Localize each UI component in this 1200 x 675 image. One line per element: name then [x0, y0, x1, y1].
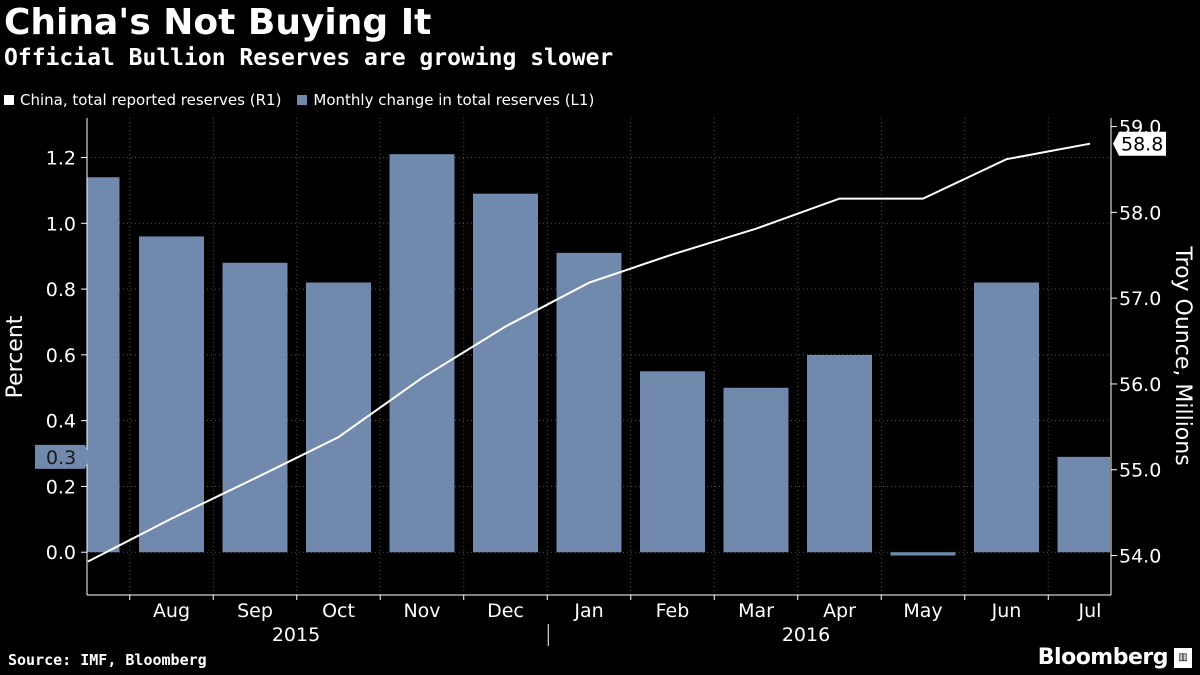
left-tick-label: 0.8	[46, 279, 76, 301]
left-last-value-badge	[35, 444, 90, 469]
brand-logo: Bloomberg	[1037, 645, 1169, 670]
reserves-line	[87, 142, 1091, 563]
right-tick-label: 58.0	[1119, 202, 1161, 224]
left-tick-label: 0.6	[46, 345, 76, 367]
left-last-value-label: 0.3	[46, 447, 76, 469]
year-label-2016: 2016	[782, 624, 830, 646]
bar-apr-9	[807, 354, 872, 553]
x-tick-label: Oct	[322, 600, 355, 622]
left-axis-title: Percent	[3, 315, 28, 398]
year-label-2015: 2015	[272, 624, 320, 646]
right-last-value-label: 58.8	[1121, 134, 1163, 156]
legend-item-bar: Monthly change in total reserves (L1)	[297, 91, 594, 109]
chart-title: China's Not Buying It	[4, 2, 432, 43]
bar-oct-3	[306, 282, 371, 553]
legend-label-bar: Monthly change in total reserves (L1)	[313, 91, 595, 109]
legend-item-line: China, total reported reserves (R1)	[4, 91, 281, 109]
left-tick-label: 0.2	[46, 476, 76, 498]
x-tick-label: Jan	[573, 600, 603, 622]
bar-jan-6	[556, 252, 622, 553]
bar-may-10	[890, 552, 956, 556]
chart-subtitle: Official Bullion Reserves are growing sl…	[4, 45, 614, 71]
source-note: Source: IMF, Bloomberg	[8, 651, 207, 669]
left-tick-label: 0.4	[46, 411, 76, 433]
x-tick-label: Jul	[1078, 600, 1102, 622]
left-tick-label: 1.0	[46, 213, 76, 235]
right-last-value-badge	[1113, 131, 1166, 156]
x-tick-label: Feb	[656, 600, 690, 622]
left-tick-label: 0.0	[46, 542, 76, 564]
x-tick-label: Aug	[153, 600, 190, 622]
bar-feb-7	[640, 371, 705, 553]
x-tick-label: Apr	[823, 600, 856, 622]
left-tick-label: 1.2	[46, 147, 76, 169]
bar-jun-11	[974, 282, 1039, 553]
x-tick-label: May	[903, 600, 942, 622]
bar-aug-1	[139, 236, 204, 553]
right-tick-label: 56.0	[1119, 374, 1161, 396]
right-axis-title: Troy Ounce, Millions	[1170, 245, 1195, 465]
x-tick-label: Nov	[403, 600, 440, 622]
x-tick-label: Dec	[487, 600, 524, 622]
brand: Bloomberg ▥	[1038, 645, 1192, 670]
right-tick-label: 57.0	[1119, 288, 1161, 310]
legend: China, total reported reserves (R1) Mont…	[4, 91, 594, 109]
bar-jul-0	[87, 177, 120, 553]
x-tick-label: Sep	[237, 600, 273, 622]
bloomberg-terminal-icon: ▥	[1174, 647, 1192, 668]
x-tick-label: Mar	[738, 600, 774, 622]
bar-jul-12	[1057, 456, 1110, 553]
legend-swatch-line	[4, 95, 14, 105]
right-tick-label: 54.0	[1119, 546, 1161, 568]
bar-dec-5	[473, 193, 538, 553]
bar-nov-4	[389, 154, 455, 553]
bar-mar-8	[723, 387, 789, 553]
legend-swatch-bar	[297, 95, 308, 105]
bar-sep-2	[222, 262, 288, 553]
legend-label-line: China, total reported reserves (R1)	[20, 91, 282, 109]
x-tick-label: Jun	[991, 600, 1022, 622]
right-tick-label: 55.0	[1119, 460, 1161, 482]
